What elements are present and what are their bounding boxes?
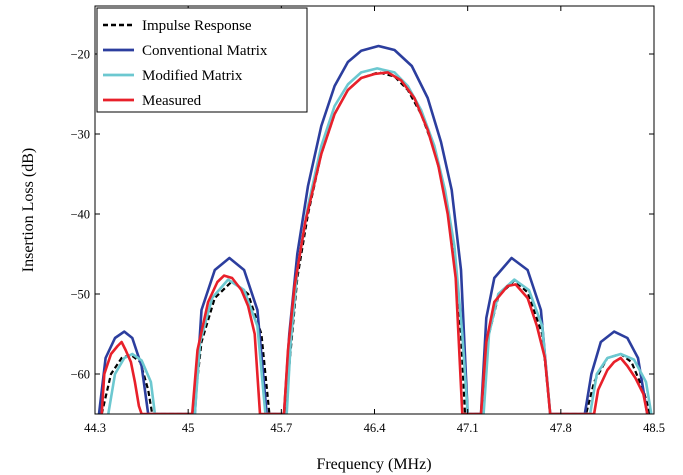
legend: Impulse Response Conventional Matrix Modif… (96, 7, 308, 113)
x-tick-label: 47.1 (457, 421, 479, 435)
legend-label-1: Impulse Response (142, 18, 252, 34)
y-tick-label: −60 (70, 368, 90, 382)
x-tick-label: 46.4 (364, 421, 387, 435)
legend-label-4: Measured (142, 93, 202, 109)
legend-label-3: Modified Matrix (142, 68, 243, 84)
y-tick-label: −20 (70, 48, 90, 62)
y-tick-label: −40 (70, 208, 90, 222)
x-tick-label: 47.8 (550, 421, 572, 435)
series-line-4 (100, 71, 649, 414)
legend-label-2: Conventional Matrix (142, 43, 268, 59)
tick-labels-layer: 44.3 45 45.7 46.4 47.1 47.8 48.5 −20 −30 −40 −50 −6… (70, 48, 665, 436)
y-axis-label: Insertion Loss (dB) (20, 148, 37, 272)
x-tick-label: 44.3 (84, 421, 106, 435)
x-tick-label: 48.5 (643, 421, 665, 435)
y-tick-label: −50 (70, 288, 90, 302)
x-tick-label: 45.7 (270, 421, 292, 435)
x-tick-label: 45 (182, 421, 195, 435)
y-tick-label: −30 (70, 128, 90, 142)
series-layer (97, 44, 653, 414)
x-axis-label: Frequency (MHz) (316, 456, 431, 473)
